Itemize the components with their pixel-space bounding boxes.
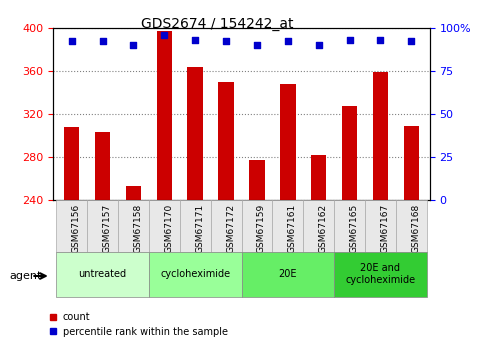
Point <box>408 39 415 44</box>
FancyBboxPatch shape <box>365 200 396 252</box>
Text: GSM67165: GSM67165 <box>350 204 358 254</box>
Point <box>346 37 354 42</box>
Text: GSM67157: GSM67157 <box>102 204 112 254</box>
Text: cycloheximide: cycloheximide <box>160 269 230 279</box>
Bar <box>249 160 265 200</box>
Point <box>99 39 106 44</box>
Text: GSM67159: GSM67159 <box>257 204 266 254</box>
FancyBboxPatch shape <box>56 200 87 252</box>
Text: GDS2674 / 154242_at: GDS2674 / 154242_at <box>141 17 294 31</box>
FancyBboxPatch shape <box>396 200 427 252</box>
Text: 20E: 20E <box>279 269 297 279</box>
Point <box>222 39 230 44</box>
FancyBboxPatch shape <box>180 200 211 252</box>
Text: GSM67170: GSM67170 <box>164 204 173 254</box>
Bar <box>311 155 327 200</box>
Text: GSM67158: GSM67158 <box>133 204 142 254</box>
FancyBboxPatch shape <box>303 200 334 252</box>
FancyBboxPatch shape <box>334 252 427 297</box>
Text: GSM67172: GSM67172 <box>226 204 235 253</box>
Bar <box>342 106 357 200</box>
Bar <box>187 68 203 200</box>
FancyBboxPatch shape <box>242 200 272 252</box>
Bar <box>95 132 110 200</box>
Point <box>377 37 384 42</box>
Point <box>284 39 292 44</box>
Point <box>315 42 323 48</box>
Point <box>68 39 75 44</box>
Text: GSM67161: GSM67161 <box>288 204 297 254</box>
Point <box>160 32 168 37</box>
Bar <box>156 31 172 200</box>
FancyBboxPatch shape <box>211 200 242 252</box>
FancyBboxPatch shape <box>149 252 242 297</box>
Text: 20E and
cycloheximide: 20E and cycloheximide <box>345 264 415 285</box>
Text: GSM67167: GSM67167 <box>381 204 389 254</box>
Text: GSM67162: GSM67162 <box>319 204 327 253</box>
Text: GSM67156: GSM67156 <box>71 204 81 254</box>
Text: agent: agent <box>10 271 42 281</box>
Text: GSM67171: GSM67171 <box>195 204 204 254</box>
Bar <box>373 72 388 200</box>
FancyBboxPatch shape <box>334 200 365 252</box>
FancyBboxPatch shape <box>56 252 149 297</box>
Bar <box>280 84 296 200</box>
FancyBboxPatch shape <box>149 200 180 252</box>
Point <box>129 42 137 48</box>
Text: GSM67168: GSM67168 <box>412 204 420 254</box>
Bar <box>126 186 141 200</box>
FancyBboxPatch shape <box>118 200 149 252</box>
Point <box>191 37 199 42</box>
Text: untreated: untreated <box>78 269 127 279</box>
FancyBboxPatch shape <box>87 200 118 252</box>
Bar <box>218 81 234 200</box>
FancyBboxPatch shape <box>272 200 303 252</box>
Bar <box>64 127 79 200</box>
FancyBboxPatch shape <box>242 252 334 297</box>
Bar <box>404 126 419 200</box>
Legend: count, percentile rank within the sample: count, percentile rank within the sample <box>48 312 228 337</box>
Point <box>253 42 261 48</box>
